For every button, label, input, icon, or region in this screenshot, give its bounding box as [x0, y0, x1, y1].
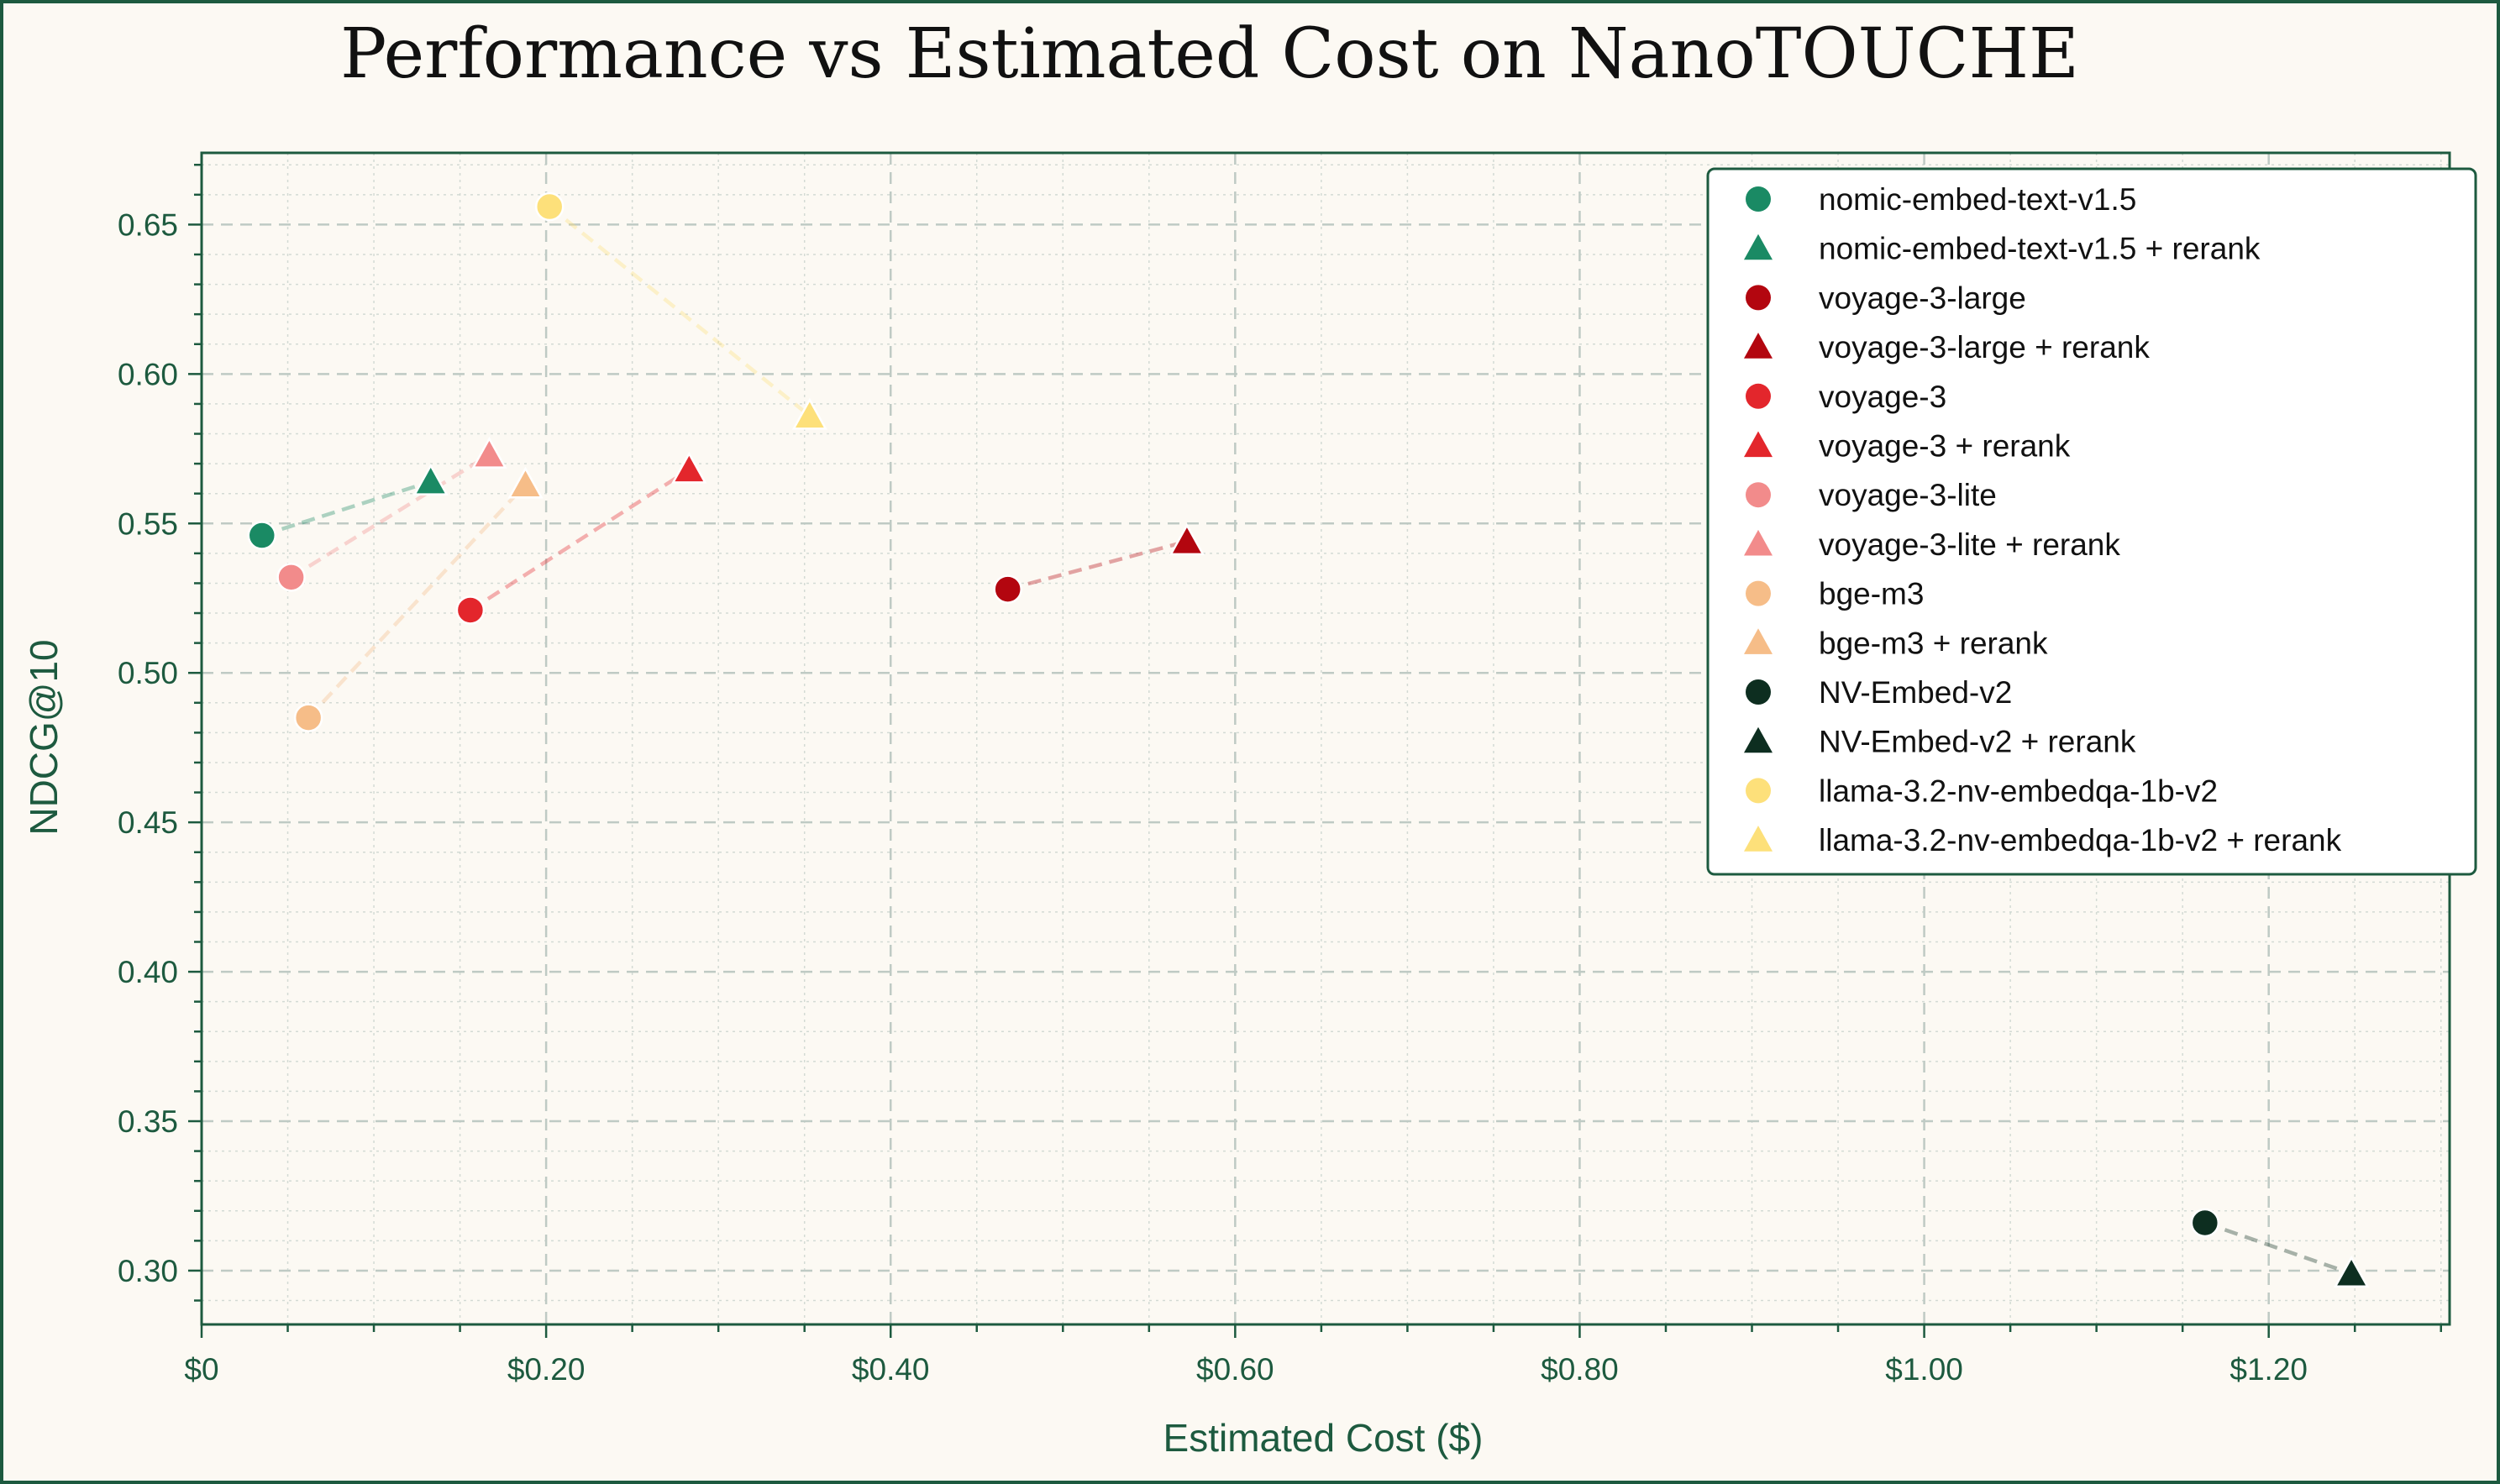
data-point-triangle — [507, 466, 544, 499]
connector-lines — [261, 205, 2352, 1276]
y-tick-label: 0.40 — [118, 955, 178, 989]
legend-label: llama-3.2-nv-embedqa-1b-v2 — [1819, 773, 2218, 808]
y-tick-label: 0.60 — [118, 357, 178, 391]
data-point-circle — [293, 703, 323, 732]
legend-box — [1706, 167, 2477, 876]
data-point-triangle — [671, 451, 707, 484]
y-tick-label: 0.45 — [118, 805, 178, 840]
legend-marker-circle — [1746, 285, 1771, 311]
legend-label: bge-m3 — [1819, 577, 1924, 611]
data-point-circle — [534, 191, 565, 222]
legend-label: voyage-3-large + rerank — [1819, 330, 2150, 364]
x-tick-label: $1.20 — [2230, 1352, 2308, 1387]
connector-line — [2204, 1220, 2352, 1276]
x-tick-label: $0.20 — [507, 1352, 586, 1387]
legend-label: voyage-3-lite + rerank — [1819, 527, 2120, 562]
data-point-circle — [455, 595, 486, 625]
legend-marker-circle — [1746, 186, 1771, 212]
legend-marker-circle — [1746, 778, 1771, 804]
legend-label: voyage-3 + rerank — [1819, 429, 2071, 464]
y-tick-label: 0.55 — [118, 506, 178, 541]
legend-marker-triangle — [1744, 333, 1773, 359]
y-tick-label: 0.50 — [118, 656, 178, 690]
data-point-circle — [276, 563, 306, 592]
connector-line — [469, 468, 691, 612]
y-axis-label: NDCG@10 — [22, 639, 66, 835]
legend-label: llama-3.2-nv-embedqa-1b-v2 + rerank — [1819, 823, 2342, 857]
legend-marker-triangle — [1744, 726, 1773, 753]
legend-label: nomic-embed-text-v1.5 — [1819, 182, 2136, 217]
connector-line — [290, 453, 491, 579]
legend-marker-triangle — [1744, 233, 1773, 260]
x-tick-label: $0.60 — [1196, 1352, 1274, 1387]
y-tick-label: 0.30 — [118, 1254, 178, 1288]
data-point-triangle — [412, 463, 449, 496]
connector-line — [1007, 539, 1188, 591]
x-tick-label: $0.40 — [852, 1352, 930, 1387]
x-tick-label: $0.80 — [1541, 1352, 1619, 1387]
data-point-triangle — [791, 397, 827, 430]
legend-label: bge-m3 + rerank — [1819, 626, 2048, 660]
legend-marker-triangle — [1744, 529, 1773, 556]
data-point-triangle — [471, 436, 507, 469]
axis-ticks: $0 $0.20 $0.40 $0.60 $0.80 $1.00 $1.20 0.30 0.35… — [118, 163, 2442, 1387]
x-axis-label: Estimated Cost ($) — [1163, 1416, 1484, 1460]
y-tick-label: 0.65 — [118, 207, 178, 242]
legend-label: voyage-3-large — [1819, 281, 2026, 315]
connector-line — [261, 480, 432, 537]
data-point-circle — [2190, 1208, 2220, 1238]
data-points — [247, 191, 2370, 1287]
legend-marker-triangle — [1744, 431, 1773, 458]
legend-label: NV-Embed-v2 — [1819, 675, 2012, 710]
legend-marker-circle — [1746, 679, 1771, 705]
data-point-circle — [993, 574, 1022, 604]
legend-marker-circle — [1746, 383, 1771, 409]
legend-label: voyage-3 — [1819, 380, 1946, 414]
legend-marker-triangle — [1744, 826, 1773, 852]
x-tick-label: $0 — [184, 1352, 218, 1387]
legend-marker-circle — [1746, 580, 1771, 606]
legend-label: NV-Embed-v2 + rerank — [1819, 725, 2136, 759]
legend-marker-triangle — [1744, 628, 1773, 654]
chart-title: Performance vs Estimated Cost on NanoTOU… — [340, 14, 2079, 94]
legend-marker-circle — [1746, 482, 1771, 508]
data-point-triangle — [1169, 523, 1205, 556]
legend: nomic-embed-text-v1.5 nomic-embed-text-v1… — [1706, 167, 2477, 876]
connector-line — [548, 205, 811, 417]
connector-line — [307, 483, 528, 720]
legend-label: nomic-embed-text-v1.5 + rerank — [1819, 232, 2261, 266]
x-tick-label: $1.00 — [1885, 1352, 1963, 1387]
data-point-triangle — [2333, 1255, 2370, 1287]
y-tick-label: 0.35 — [118, 1104, 178, 1139]
legend-label: voyage-3-lite — [1819, 478, 1997, 512]
data-point-circle — [247, 521, 277, 550]
